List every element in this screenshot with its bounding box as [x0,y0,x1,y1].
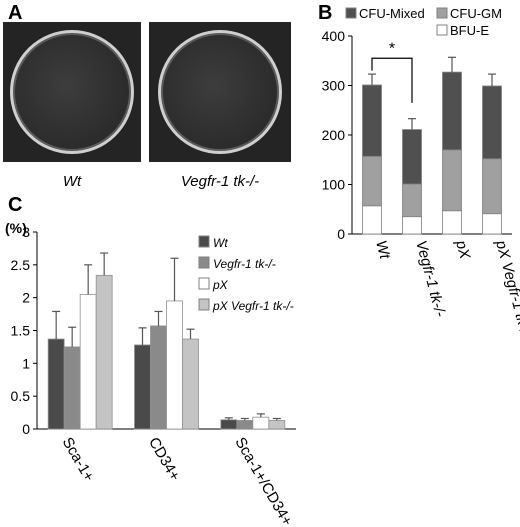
legend-swatch-vegfr-1-tk [198,256,210,269]
x-tick-label: CD34+ [145,435,183,485]
y-tick-label: 100 [322,177,346,193]
panel-label-c: C [8,194,23,216]
legend-swatch-wt [198,235,210,248]
y-tick-label: 0 [22,421,30,437]
bar-wt [47,338,65,430]
bar-wt [134,344,151,430]
y-tick-label: 1.5 [11,323,31,339]
bar-vegfr-1-tk [63,346,81,430]
bar-px [166,300,183,430]
legend-label-px-vegfr-1-tk: pX Vegfr-1 tk-/- [212,299,294,313]
legend-label-vegfr-1-tk: Vegfr-1 tk-/- [213,257,276,271]
plate-label-wt: Wt [62,173,82,190]
bar-px [252,416,270,430]
bar-wt [220,419,238,430]
x-tick-label: Wt [372,239,393,262]
bar-vegfr-1-tk [236,420,254,430]
y-tick-label: 200 [322,127,346,143]
bar-px-vegfr-1-tk [95,274,113,430]
petri-dish [10,30,134,154]
y-tick-label: 400 [322,28,346,44]
legend-label-wt: Wt [213,236,228,250]
legend-swatch-cfu-mixed [345,7,357,19]
bar-px [79,293,97,430]
plate-photo-vegfr1 [149,22,291,162]
y-tick-label: 2.5 [11,257,31,273]
legend-swatch-px [198,277,210,290]
bar-px-vegfr-1-tk [182,338,199,430]
legend-swatch-px-vegfr-1-tk [198,298,210,311]
legend-label-cfu-gm: CFU-GM [450,6,502,21]
y-tick-label: 2 [22,290,30,306]
legend-label-cfu-mixed: CFU-Mixed [359,6,425,21]
y-tick-label: 1 [22,355,30,371]
legend-label-px: pX [212,278,229,292]
plate-photo-wt [3,22,141,162]
significance-bracket [371,57,413,103]
bar-px-vegfr-1-tk [268,420,286,430]
y-tick-label: 0.5 [11,388,31,404]
plate-label-vegfr1: Vegfr-1 tk-/- [180,173,260,190]
legend-swatch-cfu-gm [436,7,448,19]
significance-marker: * [389,40,395,57]
y-tick-label: 300 [322,78,346,94]
petri-dish [158,30,282,154]
bar-vegfr-1-tk [150,325,167,430]
y-axis-unit: (%) [5,220,27,236]
panel-label-a: A [8,2,23,24]
legend-swatch-bfu-e [436,24,448,36]
x-tick-label: pX [452,238,474,262]
panel-label-b: B [318,2,333,24]
x-tick-label: Sca-1+/CD34+ [231,435,295,527]
legend-label-bfu-e: BFU-E [450,23,489,38]
y-tick-label: 3 [22,224,30,240]
x-tick-label: Sca-1+ [59,435,98,485]
y-tick-label: 0 [337,226,345,242]
